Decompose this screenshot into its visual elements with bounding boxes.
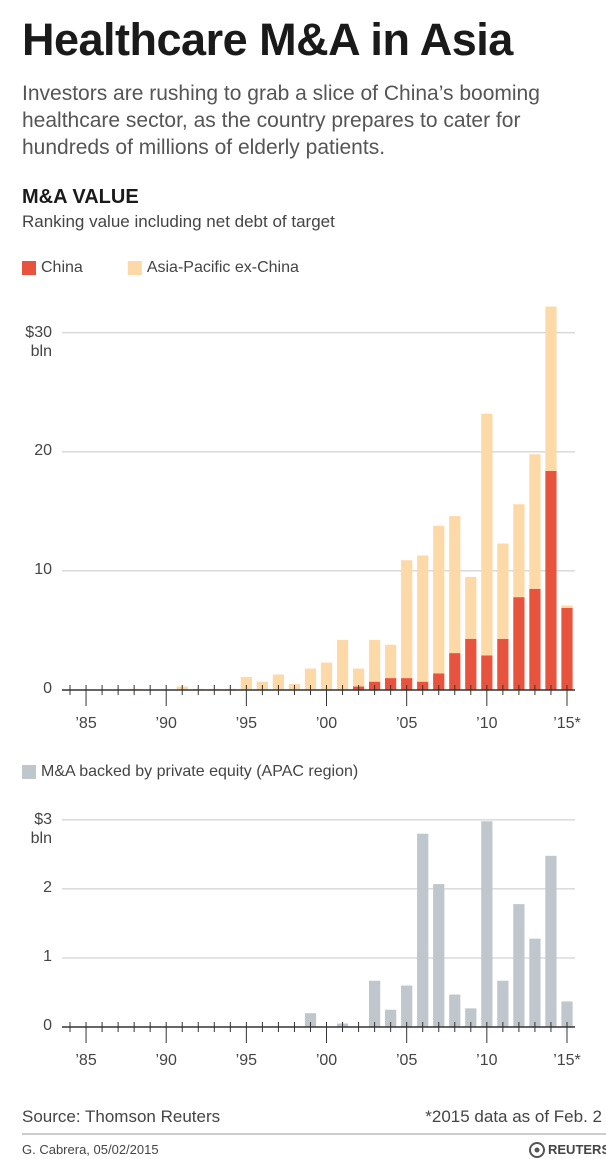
bar [368, 639, 381, 682]
y-tick-label: 20 [34, 442, 52, 459]
bar [481, 655, 493, 690]
x-tick-label: ’90 [156, 715, 177, 732]
bar [385, 678, 397, 690]
logo: REUTERS [548, 1142, 606, 1157]
x-tick-label: ’85 [75, 715, 96, 732]
bar [513, 904, 525, 1027]
logo-icon [529, 1142, 545, 1158]
bar [272, 674, 285, 690]
x-tick-label: ’95 [236, 715, 257, 732]
bar [497, 638, 509, 690]
legend-swatch [22, 765, 36, 779]
bar [561, 605, 573, 608]
bar [449, 516, 461, 654]
bar [433, 525, 445, 674]
bar [497, 543, 509, 639]
y-tick-label: $30 bln [25, 324, 52, 360]
bar [545, 306, 557, 471]
bar [529, 588, 541, 690]
bar [529, 938, 541, 1027]
bar [497, 980, 509, 1027]
y-tick-label: 0 [43, 680, 52, 697]
x-tick-label: ’95 [236, 1052, 257, 1069]
title: Healthcare M&A in Asia [22, 14, 513, 65]
bar [401, 560, 413, 679]
legend-swatch [22, 261, 36, 275]
bar [513, 597, 525, 690]
y-tick-label: 1 [43, 948, 52, 965]
subtitle: Investors are rushing to grab a slice of… [22, 82, 540, 159]
x-tick-label: ’10 [476, 715, 497, 732]
source: Source: Thomson Reuters [22, 1107, 221, 1126]
bar [304, 1013, 317, 1027]
bar [433, 884, 445, 1027]
x-tick-label: ’15* [553, 715, 581, 732]
bar [529, 454, 541, 589]
bar [385, 1009, 397, 1027]
bar [385, 644, 397, 679]
x-tick-label: ’05 [396, 715, 417, 732]
bar [449, 653, 461, 690]
bar [368, 980, 381, 1027]
logo-icon-dot [534, 1147, 540, 1153]
legend-swatch [127, 261, 142, 275]
x-tick-label: ’15* [553, 1052, 581, 1069]
bar [513, 504, 525, 598]
bar [481, 413, 493, 656]
y-tick-label: $3 bln [26, 811, 52, 847]
bar [561, 1001, 573, 1027]
legend-label: M&A backed by private equity (APAC regio… [41, 763, 358, 780]
bar [545, 470, 557, 690]
bar [240, 676, 252, 690]
bar [320, 662, 333, 690]
x-tick-label: ’00 [316, 715, 337, 732]
x-tick-label: ’10 [476, 1052, 497, 1069]
legend-label: Asia-Pacific ex-China [147, 259, 299, 276]
footnote: *2015 data as of Feb. 2 [425, 1107, 602, 1126]
section-title: M&A VALUE [22, 186, 139, 208]
bar [545, 855, 557, 1027]
bar [352, 668, 365, 687]
bar [465, 638, 477, 690]
y-tick-label: 10 [34, 561, 52, 578]
bar [449, 994, 461, 1027]
legend-label: China [41, 259, 83, 276]
bar [417, 555, 429, 682]
bar [304, 668, 317, 690]
bar [465, 1008, 477, 1027]
y-tick-label: 0 [43, 1017, 52, 1034]
bar [336, 639, 349, 690]
x-tick-label: ’85 [75, 1052, 96, 1069]
bar [417, 833, 429, 1027]
bar [401, 678, 413, 690]
y-tick-label: 2 [43, 879, 52, 896]
section-subtitle: Ranking value including net debt of targ… [22, 212, 335, 231]
bar [481, 821, 493, 1027]
bar [433, 673, 445, 690]
x-tick-label: ’90 [156, 1052, 177, 1069]
bar [561, 607, 573, 690]
x-tick-label: ’05 [396, 1052, 417, 1069]
bar [401, 985, 413, 1027]
bar [465, 576, 477, 639]
x-tick-label: ’00 [316, 1052, 337, 1069]
credit: G. Cabrera, 05/02/2015 [22, 1142, 159, 1157]
